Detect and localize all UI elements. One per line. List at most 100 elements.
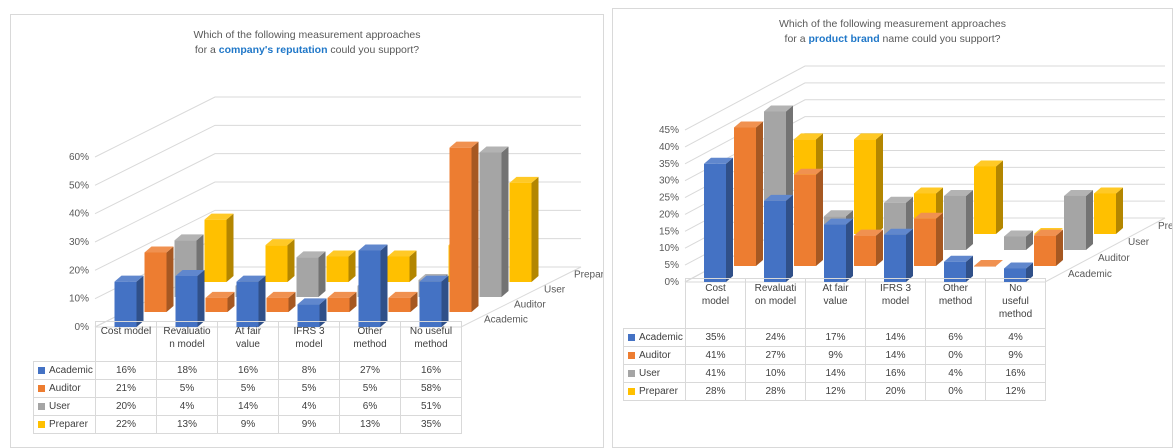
bar-auditor-3 xyxy=(854,229,883,266)
table-cell: 16% xyxy=(985,364,1046,383)
chart-title-line2: for a product brand name could you suppo… xyxy=(784,33,1001,45)
chart-title-line1: Which of the following measurement appro… xyxy=(778,18,1007,30)
table-cell: 35% xyxy=(685,328,746,347)
series-axis-label: User xyxy=(1128,237,1150,248)
bar-academic-2 xyxy=(764,194,793,282)
series-name: Auditor xyxy=(639,350,671,361)
bar-preparer-6 xyxy=(1094,187,1123,234)
table-cell: 5% xyxy=(156,379,218,398)
bar-preparer-2 xyxy=(265,239,295,282)
y-tick-label: 45% xyxy=(659,125,679,136)
bar-academic-1 xyxy=(114,275,144,327)
table-cell: 0% xyxy=(925,382,986,401)
gridline xyxy=(94,124,581,186)
chart-title: Which of the following measurement appro… xyxy=(11,28,603,58)
legend-key xyxy=(38,402,45,410)
table-cell: 20% xyxy=(95,397,157,416)
table-cell: 22% xyxy=(95,415,157,434)
chart-title-emphasis: product brand xyxy=(808,33,880,45)
legend-key xyxy=(38,384,45,392)
table-cell: 13% xyxy=(156,415,218,434)
y-tick-label: 10% xyxy=(69,294,89,305)
category-label: At fair value xyxy=(805,278,866,329)
chart-title-line1: Which of the following measurement appro… xyxy=(193,29,421,41)
gridline xyxy=(684,65,1165,131)
y-tick-label: 25% xyxy=(659,193,679,204)
table-row: Academic 16% 18% 16% 8% 27% 16% xyxy=(33,361,462,380)
legend-entry: Auditor xyxy=(623,346,686,365)
series-axis-label: Academic xyxy=(484,315,528,326)
bars xyxy=(704,105,1123,282)
gridline xyxy=(684,82,1165,148)
table-cell: 28% xyxy=(745,382,806,401)
bar-auditor-3 xyxy=(266,291,296,312)
legend-key xyxy=(38,420,45,428)
data-table: Cost model Revaluatio n model At fair value I… xyxy=(33,321,462,434)
table-cell: 4% xyxy=(925,364,986,383)
bar-auditor-1 xyxy=(144,246,174,312)
bar-academic-6 xyxy=(419,275,449,327)
y-tick-label: 20% xyxy=(659,209,679,220)
table-row: User 41% 10% 14% 16% 4% 16% xyxy=(623,364,1046,383)
gridline xyxy=(684,99,1165,165)
legend-key xyxy=(628,351,635,359)
table-cell: 58% xyxy=(400,379,462,398)
table-cell: 10% xyxy=(745,364,806,383)
table-cell: 27% xyxy=(339,361,401,380)
chart-panel-product-brand: Which of the following measurement appro… xyxy=(612,8,1173,448)
table-cell: 9% xyxy=(278,415,340,434)
legend-entry: Academic xyxy=(623,328,686,347)
category-label: Cost model xyxy=(685,278,746,329)
chart-title-emphasis: company's reputation xyxy=(218,44,328,56)
bar-academic-2 xyxy=(175,270,205,327)
table-cell: 4% xyxy=(278,397,340,416)
bar-user-3 xyxy=(296,251,326,297)
legend-key xyxy=(628,387,635,395)
bar-preparer-1 xyxy=(204,213,234,282)
series-axis-label: User xyxy=(544,285,566,296)
bar-auditor-5 xyxy=(388,291,418,312)
table-cell: 41% xyxy=(685,346,746,365)
chart-panel-company-reputation: Which of the following measurement appro… xyxy=(10,14,604,448)
data-table: Cost model Revaluati on model At fair value IF… xyxy=(623,278,1046,401)
bar-user-6 xyxy=(479,146,509,297)
series-axis-label: Academic xyxy=(1068,269,1112,280)
category-label: Other method xyxy=(339,321,401,362)
legend-key xyxy=(628,333,635,341)
table-cell: 17% xyxy=(805,328,866,347)
series-name: User xyxy=(49,401,71,412)
y-tick-label: 0% xyxy=(665,277,680,288)
bar-auditor-2 xyxy=(794,168,823,266)
table-cell: 14% xyxy=(217,397,279,416)
category-label: Other method xyxy=(925,278,986,329)
bar-academic-3 xyxy=(824,218,853,282)
y-tick-label: 20% xyxy=(69,265,89,276)
table-cell: 5% xyxy=(217,379,279,398)
series-name: Academic xyxy=(49,365,93,376)
table-cell: 28% xyxy=(685,382,746,401)
bars xyxy=(114,141,539,327)
bar-preparer-4 xyxy=(974,160,1003,234)
table-cell: 9% xyxy=(217,415,279,434)
y-tick-label: 40% xyxy=(659,142,679,153)
table-cell: 14% xyxy=(865,328,926,347)
legend-entry: User xyxy=(33,397,96,416)
category-label: No useful method xyxy=(400,321,462,362)
bar-auditor-4 xyxy=(914,212,943,266)
series-name: Academic xyxy=(639,332,683,343)
legend-entry: Preparer xyxy=(33,415,96,434)
legend-entry: Academic xyxy=(33,361,96,380)
table-cell: 8% xyxy=(278,361,340,380)
series-name: Auditor xyxy=(49,383,81,394)
series-name: Preparer xyxy=(49,419,88,430)
series-axis-label: Auditor xyxy=(514,300,546,311)
table-cell: 0% xyxy=(925,346,986,365)
chart-title: Which of the following measurement appro… xyxy=(613,17,1172,47)
table-cell: 6% xyxy=(339,397,401,416)
series-axis-label: Preparer xyxy=(1158,221,1173,232)
legend-key xyxy=(628,369,635,377)
table-cell: 14% xyxy=(865,346,926,365)
table-row: Academic 35% 24% 17% 14% 6% 4% xyxy=(623,328,1046,347)
table-cell: 16% xyxy=(217,361,279,380)
